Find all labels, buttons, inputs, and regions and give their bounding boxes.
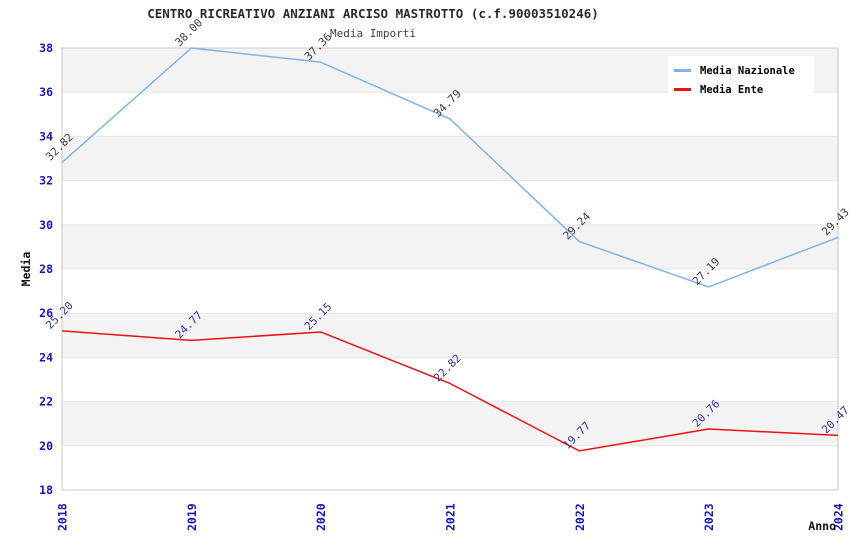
x-tick: 2020 [314, 503, 328, 531]
chart-title: CENTRO RICREATIVO ANZIANI ARCISO MASTROT… [147, 6, 599, 21]
y-tick-label: 20 [39, 439, 53, 453]
data-label-media-nazionale: 38.00 [173, 16, 206, 49]
chart-subtitle: Media Importi [329, 27, 417, 40]
series-line-media-ente [61, 330, 839, 452]
x-tick: 2019 [185, 503, 199, 531]
plot-border [61, 47, 839, 491]
legend-swatch [674, 69, 691, 72]
legend-label: Media Nazionale [700, 64, 795, 77]
legend-label: Media Ente [700, 83, 764, 96]
x-tick: 2024 [832, 503, 846, 531]
x-tick-label: 2018 [56, 503, 70, 531]
x-tick-label: 2021 [444, 503, 458, 531]
y-tick-label: 32 [39, 174, 53, 188]
y-tick-label: 26 [39, 306, 53, 320]
y-axis-title: Media [19, 252, 33, 287]
y-axis-title-group: Media [19, 252, 33, 287]
plot-band [62, 313, 838, 358]
x-tick-label: 2023 [702, 503, 716, 531]
x-tick: 2022 [573, 503, 587, 531]
legend-item: Media Ente [674, 80, 808, 99]
legend-swatch [674, 88, 691, 91]
x-tick: 2021 [444, 503, 458, 531]
x-tick-label: 2022 [573, 503, 587, 531]
series-line-media-nazionale [61, 47, 839, 288]
legend-item: Media Nazionale [674, 61, 808, 80]
y-tick-label: 28 [39, 262, 53, 276]
y-tick-label: 22 [39, 395, 53, 409]
plot-band [62, 136, 838, 181]
x-tick-label: 2019 [185, 503, 199, 531]
y-tick-label: 30 [39, 218, 53, 232]
y-tick-label: 38 [39, 41, 53, 55]
plot-band [62, 224, 838, 269]
y-tick-label: 36 [39, 85, 53, 99]
x-tick-label: 2024 [832, 503, 846, 531]
x-tick-label: 2020 [314, 503, 328, 531]
y-tick-label: 34 [39, 129, 53, 143]
x-tick: 2018 [56, 503, 70, 531]
legend-box: Media Nazionale Media Ente [668, 56, 814, 105]
x-axis-title: Anno [808, 519, 836, 533]
y-tick-label: 18 [39, 483, 53, 497]
x-tick: 2023 [702, 503, 716, 531]
y-tick-label: 24 [39, 350, 53, 364]
plot-band [62, 401, 838, 446]
